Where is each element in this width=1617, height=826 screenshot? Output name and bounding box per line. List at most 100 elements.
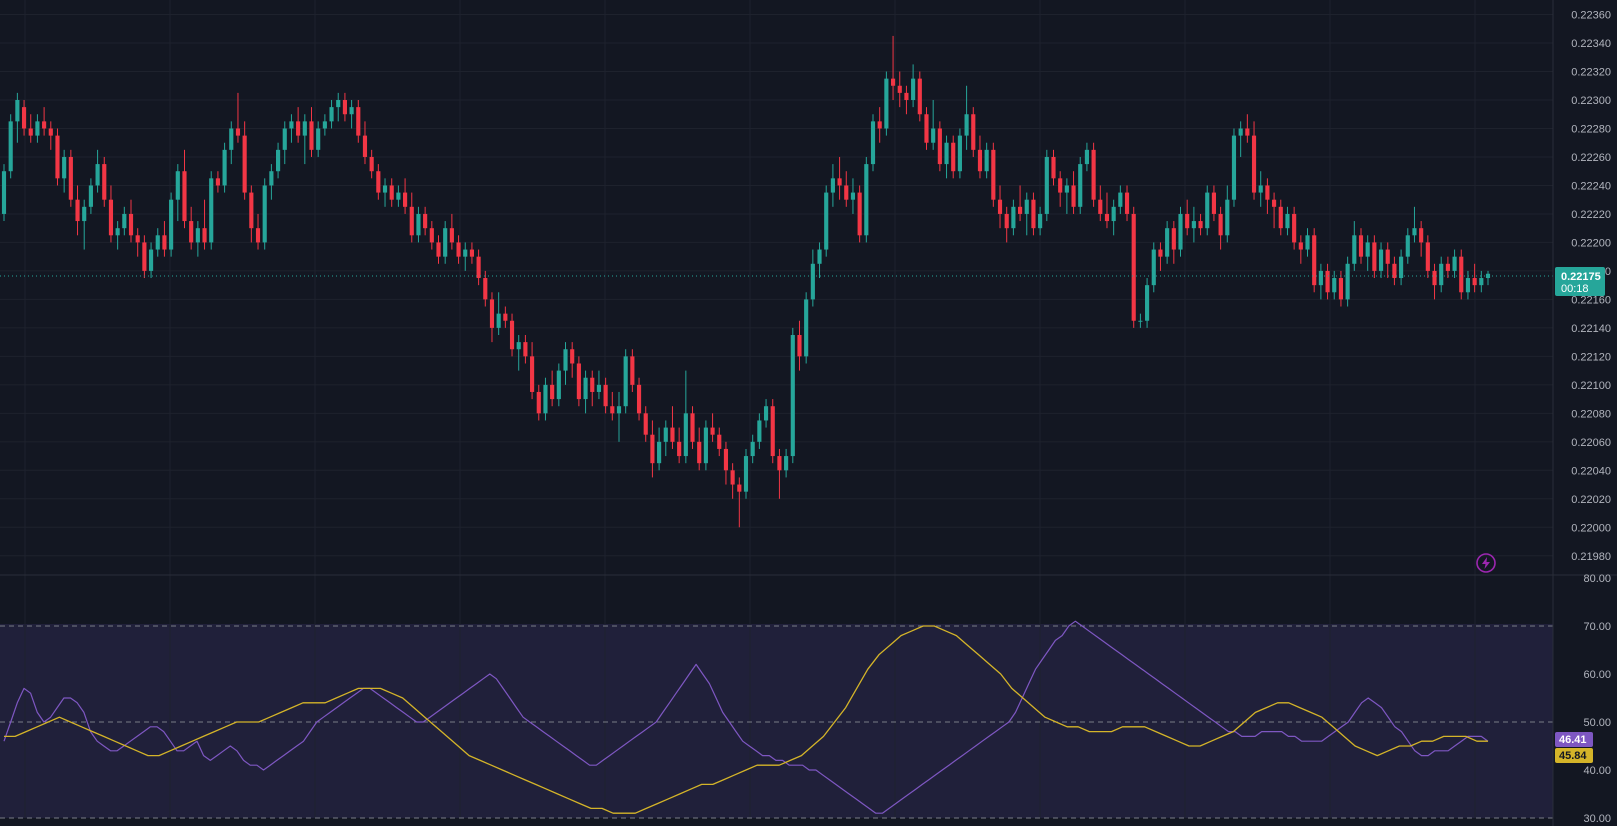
candle-body — [249, 192, 254, 229]
candle-body — [543, 384, 548, 414]
candle-body — [269, 171, 274, 186]
candle-body — [476, 256, 481, 279]
candle-body — [389, 185, 394, 200]
candle-body — [15, 100, 20, 122]
candle-body — [202, 228, 207, 243]
candle-body — [169, 199, 174, 250]
price-tick-label: 0.22140 — [1571, 323, 1611, 335]
candle-body — [743, 456, 749, 492]
candle-body — [463, 249, 468, 257]
candle-body — [837, 178, 842, 186]
price-tick-label: 0.22060 — [1571, 437, 1611, 449]
candle-body — [1432, 270, 1437, 286]
candle-body — [42, 121, 47, 129]
candle-body — [509, 320, 515, 350]
candle-body — [763, 406, 769, 421]
candle-body — [309, 121, 314, 150]
candle-body — [817, 249, 822, 264]
candle-body — [784, 456, 789, 471]
candle-body — [1038, 213, 1043, 229]
candle-body — [857, 192, 862, 236]
candle-body — [1419, 228, 1424, 243]
candle-body — [937, 128, 942, 165]
candle-body — [984, 149, 989, 172]
candle-body — [570, 349, 575, 364]
candle-body — [830, 178, 835, 193]
candle-body — [1345, 263, 1350, 300]
candle-body — [1265, 185, 1270, 200]
candle-body — [1399, 256, 1404, 279]
candle-body — [516, 342, 521, 350]
candle-body — [1238, 128, 1243, 136]
candle-body — [1011, 206, 1016, 229]
rsi-axis[interactable]: 80.00 70.00 60.00 50.00 40.00 30.00 — [1583, 573, 1611, 825]
candle-body — [703, 427, 708, 464]
candle-body — [155, 235, 160, 250]
candle-body — [302, 121, 307, 136]
price-tick-label: 0.22160 — [1571, 294, 1611, 306]
candle-body — [342, 100, 347, 115]
candle-body — [102, 164, 107, 200]
candle-body — [1459, 256, 1464, 293]
candle-body — [128, 213, 134, 236]
candle-body — [690, 413, 695, 442]
candle-body — [1479, 278, 1484, 286]
candle-body — [877, 121, 882, 129]
price-tick-label: 0.22320 — [1571, 67, 1611, 79]
candle-body — [1138, 320, 1143, 322]
candle-body — [904, 92, 909, 100]
candle-body — [870, 121, 876, 165]
candle-body — [717, 434, 722, 449]
candle-body — [951, 142, 956, 172]
candle-body — [1165, 228, 1170, 257]
candle-body — [162, 235, 167, 250]
candle-body — [550, 384, 555, 400]
rsi-value-label: 46.41 — [1559, 734, 1587, 746]
candle-body — [336, 100, 341, 108]
candle-body — [1245, 128, 1250, 136]
price-tick-label: 0.22240 — [1571, 180, 1611, 192]
candle-body — [28, 128, 33, 136]
candle-body — [1091, 149, 1096, 200]
candle-body — [175, 171, 180, 200]
candle-body — [1211, 192, 1217, 214]
candle-body — [1472, 278, 1477, 286]
candle-body — [777, 456, 782, 471]
price-tick-label: 0.22080 — [1571, 408, 1611, 420]
candle-body — [262, 185, 267, 243]
candle-body — [496, 313, 501, 328]
candle-body — [1405, 235, 1410, 257]
price-tick-label: 0.22000 — [1571, 522, 1611, 534]
candle-body — [944, 142, 949, 165]
candle-body — [1412, 228, 1417, 236]
candle-body — [603, 384, 608, 407]
lightning-icon[interactable] — [1476, 553, 1496, 573]
candle-body — [1031, 199, 1036, 229]
candle-body — [135, 235, 140, 243]
candle-body — [1078, 164, 1083, 207]
candle-body — [530, 356, 535, 392]
candle-body — [1425, 242, 1430, 271]
candle-body — [576, 363, 581, 400]
candle-body — [95, 164, 100, 186]
rsi-line — [3, 620, 1489, 814]
candle-body — [964, 114, 969, 136]
candle-body — [757, 420, 762, 442]
candle-body — [35, 121, 40, 136]
candle-body — [563, 349, 568, 371]
candle-body — [610, 406, 615, 414]
candle-body — [931, 128, 936, 143]
candle-body — [68, 156, 73, 200]
candle-body — [636, 384, 642, 414]
candle-body — [1305, 235, 1310, 250]
candle-body — [1004, 213, 1009, 229]
candle-body — [697, 441, 702, 464]
candle-body — [1292, 213, 1297, 243]
candle-body — [1332, 278, 1337, 293]
candle-body — [536, 391, 541, 414]
candle-body — [790, 335, 795, 457]
candle-body — [469, 249, 475, 257]
candle-body — [1185, 213, 1190, 229]
candle-body — [222, 149, 227, 186]
